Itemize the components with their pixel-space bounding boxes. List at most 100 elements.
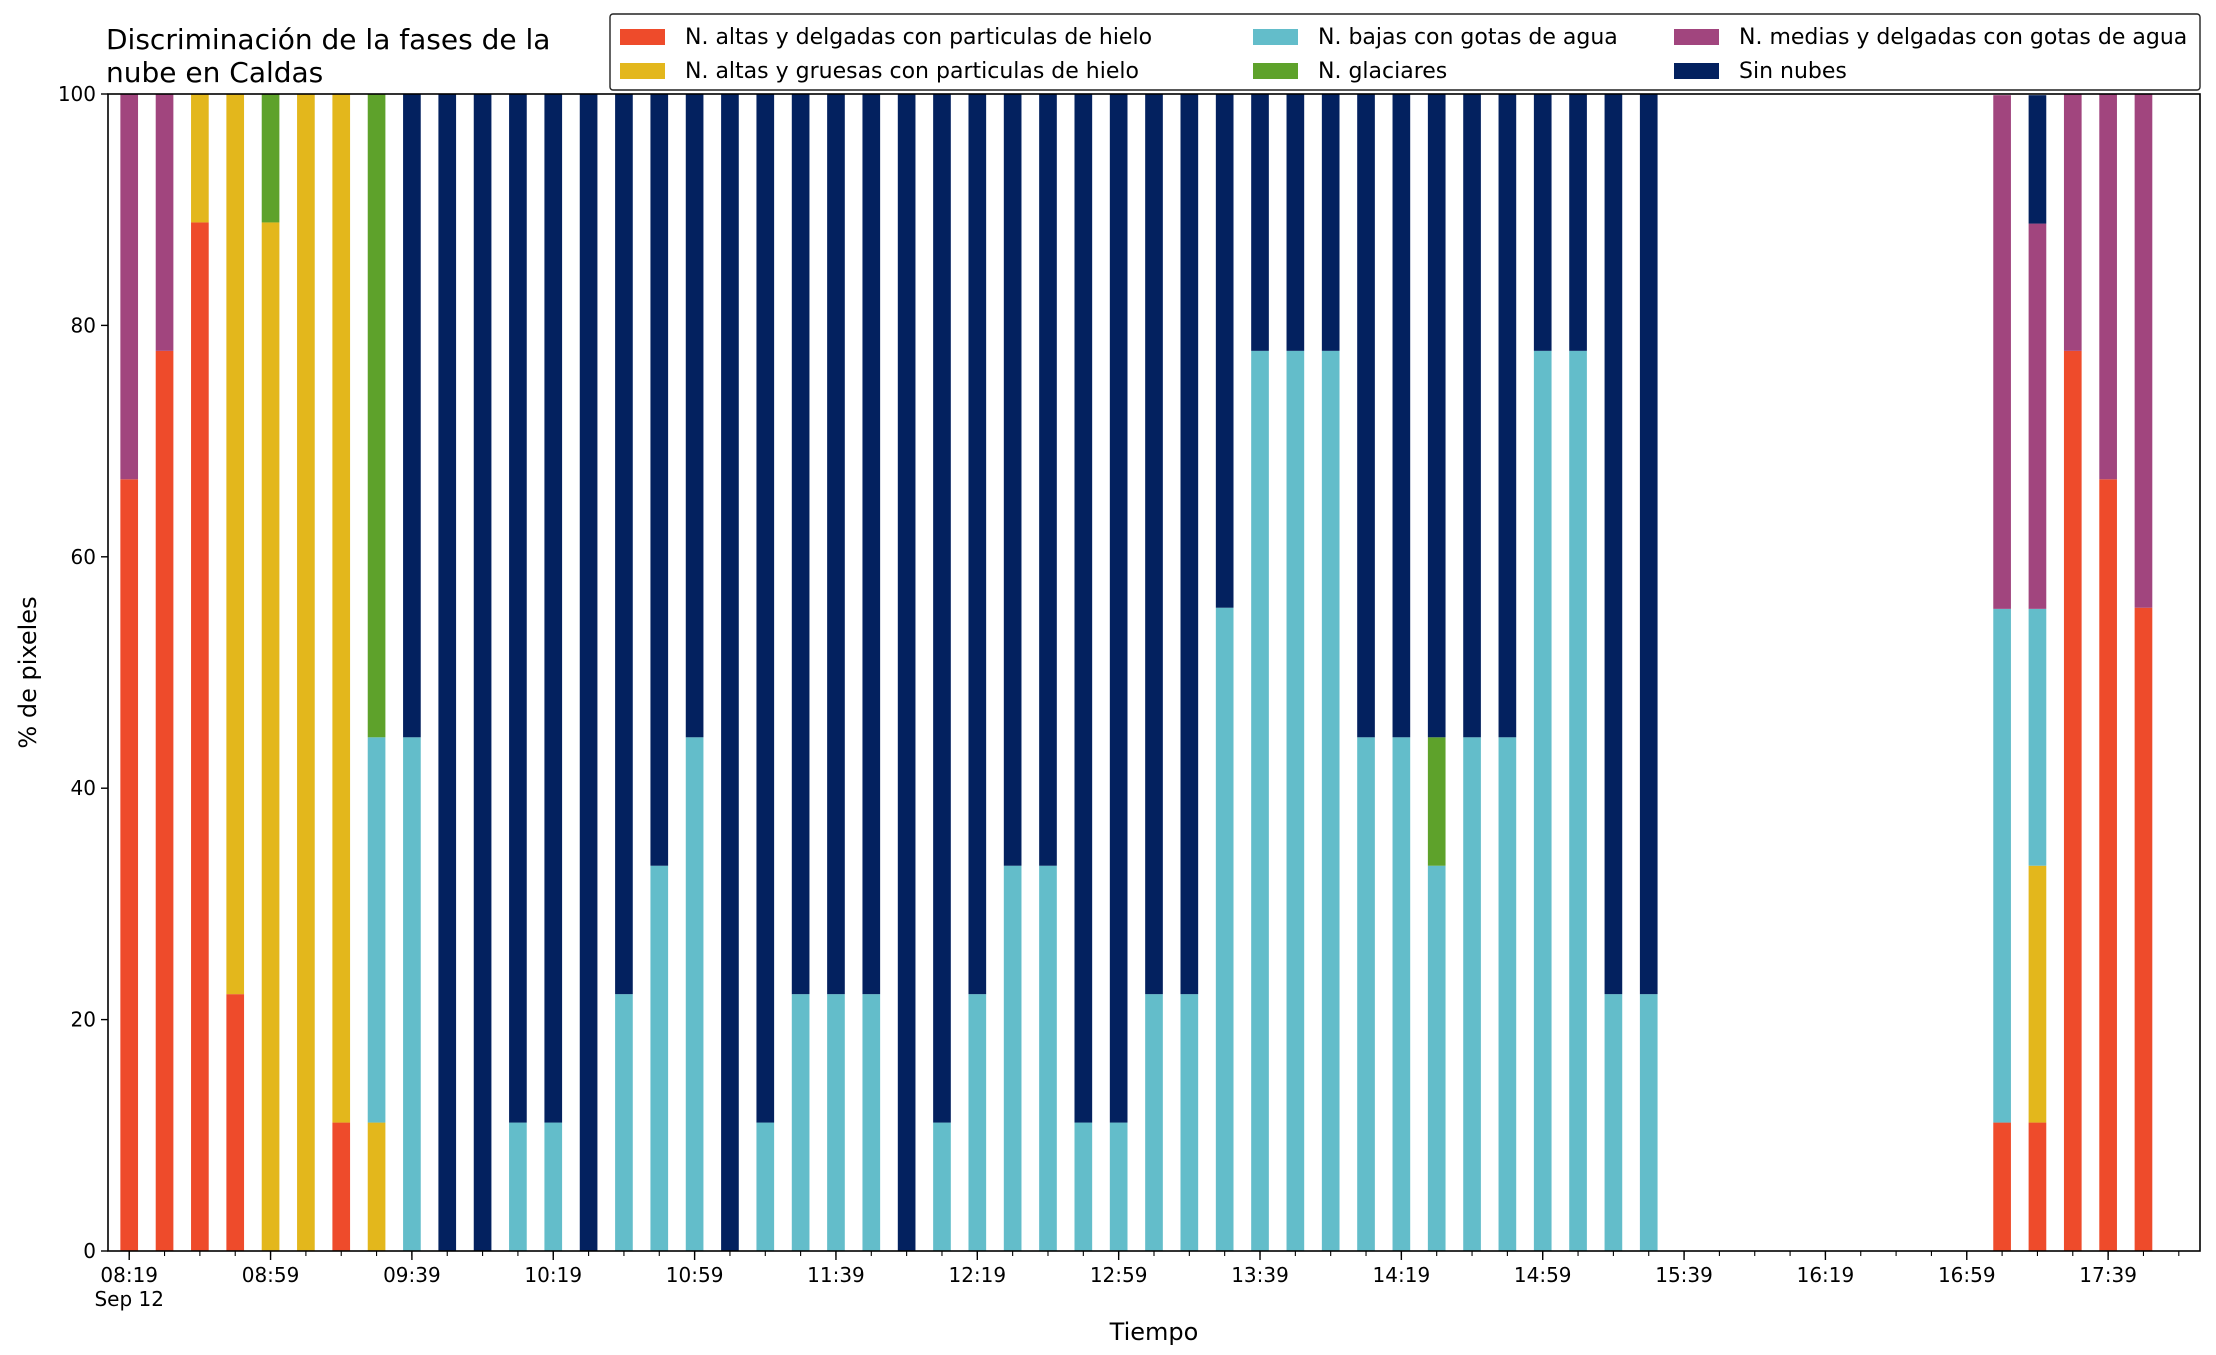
bar-segment	[2028, 865, 2047, 1123]
x-tick-label: 15:39	[1655, 1263, 1713, 1287]
bar-segment	[685, 737, 704, 1251]
bar-segment	[968, 994, 987, 1251]
legend-swatch	[620, 63, 665, 79]
bar-segment	[509, 1122, 527, 1251]
bar-segment	[2028, 608, 2047, 866]
bar-segment	[261, 94, 280, 223]
bar-segment	[1145, 994, 1163, 1251]
bar-segment	[1321, 94, 1340, 351]
bar-segment	[403, 737, 421, 1251]
bar-segment	[1498, 94, 1517, 738]
bar-segment	[615, 94, 633, 995]
bar-segment	[1180, 994, 1199, 1251]
legend-label: N. bajas con gotas de agua	[1318, 25, 1618, 50]
x-tick-label: 16:59	[1938, 1263, 1996, 1287]
x-tick-label: 08:19	[100, 1263, 158, 1287]
bar-segment	[1463, 737, 1481, 1251]
y-tick-label: 20	[71, 1008, 96, 1032]
bar-segment	[1993, 1122, 2011, 1251]
bar-segment	[650, 865, 669, 1251]
legend-label: Sin nubes	[1739, 59, 1847, 84]
x-tick-label: 13:39	[1231, 1263, 1289, 1287]
bar-segment	[1604, 994, 1623, 1251]
x-tick-label: 12:59	[1090, 1263, 1148, 1287]
bar-segment	[615, 994, 633, 1251]
bar-segment	[1145, 94, 1163, 995]
bar-segment	[791, 94, 810, 995]
bar-segment	[1357, 94, 1375, 738]
bar-segment	[367, 1122, 386, 1251]
bar-segment	[191, 94, 209, 223]
bar-segment	[2099, 479, 2117, 1251]
bar-segment	[367, 94, 386, 738]
bar-segment	[1286, 350, 1305, 1252]
bar-segment	[721, 94, 739, 1251]
bar-segment	[1039, 865, 1057, 1251]
x-tick-label: 12:19	[948, 1263, 1006, 1287]
bar-segment	[1604, 94, 1623, 995]
bar-segment	[827, 994, 845, 1251]
bar-segment	[791, 994, 810, 1251]
bar-segment	[2028, 1122, 2047, 1251]
y-tick-label: 0	[83, 1239, 96, 1263]
bar-segment	[155, 94, 174, 351]
y-axis-title: % de pixeles	[14, 596, 42, 748]
bar-segment	[1392, 94, 1411, 738]
x-tick-label: 08:59	[242, 1263, 300, 1287]
bar-segment	[1003, 865, 1022, 1251]
bar-segment	[1215, 607, 1234, 1251]
bar-segment	[1533, 94, 1552, 351]
y-tick-label: 60	[71, 545, 96, 569]
bar-segment	[509, 94, 527, 1123]
legend-swatch	[1253, 63, 1298, 79]
legend-box	[609, 13, 2201, 91]
x-axis-title: Tiempo	[1109, 1318, 1199, 1346]
bar-segment	[827, 94, 845, 995]
bar-segment	[1039, 94, 1057, 866]
bar-segment	[1286, 94, 1305, 351]
legend-label: N. medias y delgadas con gotas de agua	[1739, 25, 2187, 50]
x-tick-label: 14:59	[1514, 1263, 1572, 1287]
bar-segment	[1533, 350, 1552, 1252]
y-tick-label: 40	[71, 776, 96, 800]
bar-segment	[968, 94, 987, 995]
bar-segment	[1639, 994, 1658, 1251]
bar-segment	[650, 94, 669, 866]
bar-segment	[1392, 737, 1411, 1251]
bar-segment	[155, 350, 174, 1252]
bar-segment	[685, 94, 704, 738]
bar-segment	[1074, 1122, 1093, 1251]
bar-segment	[261, 222, 280, 1252]
legend-swatch	[620, 29, 665, 45]
bar-segment	[1569, 94, 1587, 351]
y-tick-label: 100	[58, 82, 96, 106]
x-date-label: Sep 12	[94, 1287, 164, 1311]
bar-segment	[1109, 94, 1128, 1123]
bar-segment	[2028, 95, 2047, 224]
legend-swatch	[1674, 63, 1719, 79]
bar-segment	[1993, 95, 2011, 609]
bar-segment	[120, 479, 139, 1251]
bar-segment	[1074, 94, 1093, 1123]
y-tick-label: 80	[71, 313, 96, 337]
bar-segment	[1357, 737, 1375, 1251]
x-tick-label: 11:39	[807, 1263, 865, 1287]
bar-segment	[1427, 737, 1446, 866]
bar-segment	[2099, 94, 2117, 480]
bar-segment	[2134, 94, 2153, 608]
bar-segment	[1003, 94, 1022, 866]
x-tick-label: 09:39	[383, 1263, 441, 1287]
bar-segment	[1251, 350, 1269, 1252]
legend-label: N. altas y delgadas con particulas de hi…	[685, 25, 1152, 50]
bar-segment	[2063, 350, 2082, 1252]
bar-segment	[1427, 865, 1446, 1251]
bar-segment	[862, 994, 881, 1251]
bar-segment	[579, 94, 598, 1251]
bar-segment	[1993, 608, 2011, 1123]
x-tick-label: 14:19	[1373, 1263, 1431, 1287]
legend-label: N. glaciares	[1318, 59, 1447, 84]
bar-segment	[1463, 94, 1481, 738]
legend-swatch	[1253, 29, 1298, 45]
